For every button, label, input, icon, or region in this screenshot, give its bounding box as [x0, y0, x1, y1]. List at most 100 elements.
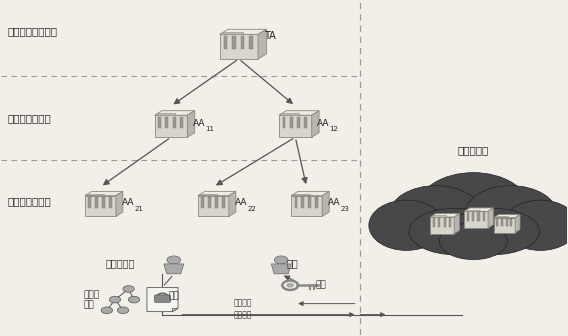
Circle shape [286, 283, 294, 288]
FancyBboxPatch shape [433, 218, 435, 227]
Text: 22: 22 [247, 206, 256, 212]
Polygon shape [154, 111, 195, 115]
Polygon shape [494, 215, 520, 218]
Text: 用户: 用户 [287, 258, 299, 268]
Ellipse shape [446, 208, 540, 255]
Text: AA: AA [122, 199, 134, 208]
Text: 11: 11 [205, 126, 214, 132]
Text: 访问策
略树: 访问策 略树 [83, 290, 99, 309]
Polygon shape [279, 115, 312, 137]
Polygon shape [454, 214, 460, 234]
Text: 上传密文: 上传密文 [233, 310, 252, 319]
FancyBboxPatch shape [483, 212, 485, 221]
Polygon shape [258, 29, 266, 59]
Ellipse shape [418, 173, 529, 242]
Polygon shape [279, 111, 319, 115]
Polygon shape [488, 208, 494, 228]
Circle shape [128, 296, 140, 303]
FancyBboxPatch shape [249, 36, 253, 49]
FancyBboxPatch shape [472, 212, 474, 221]
FancyBboxPatch shape [308, 197, 311, 208]
Polygon shape [229, 192, 236, 216]
FancyBboxPatch shape [241, 36, 244, 49]
Polygon shape [515, 215, 520, 233]
FancyBboxPatch shape [87, 194, 104, 195]
Text: 密钥: 密钥 [315, 281, 326, 290]
Ellipse shape [390, 186, 482, 244]
FancyBboxPatch shape [496, 216, 508, 217]
Polygon shape [312, 111, 319, 137]
FancyBboxPatch shape [467, 212, 469, 221]
Text: 第二层授权中心: 第二层授权中心 [7, 196, 51, 206]
Polygon shape [322, 192, 329, 216]
FancyBboxPatch shape [154, 295, 170, 302]
FancyBboxPatch shape [232, 36, 236, 49]
FancyBboxPatch shape [208, 197, 211, 208]
FancyBboxPatch shape [173, 117, 176, 128]
Polygon shape [147, 288, 178, 311]
FancyBboxPatch shape [290, 117, 293, 128]
FancyBboxPatch shape [496, 219, 498, 226]
Text: 云端服务器: 云端服务器 [458, 145, 489, 155]
Polygon shape [431, 214, 460, 217]
FancyBboxPatch shape [109, 197, 112, 208]
Circle shape [123, 286, 134, 292]
Text: 第一层授权中心: 第一层授权中心 [7, 113, 51, 123]
Polygon shape [220, 34, 258, 59]
Text: 23: 23 [341, 206, 349, 212]
Polygon shape [164, 264, 183, 274]
FancyBboxPatch shape [501, 219, 503, 226]
FancyBboxPatch shape [88, 197, 91, 208]
Circle shape [101, 307, 112, 313]
FancyBboxPatch shape [95, 197, 98, 208]
Polygon shape [220, 29, 266, 34]
Polygon shape [291, 192, 329, 196]
Text: AA: AA [235, 199, 247, 208]
Polygon shape [198, 196, 229, 216]
Polygon shape [272, 264, 291, 274]
Circle shape [118, 307, 129, 313]
Polygon shape [172, 308, 178, 311]
FancyBboxPatch shape [165, 117, 168, 128]
Text: 21: 21 [134, 206, 143, 212]
FancyBboxPatch shape [444, 218, 446, 227]
FancyBboxPatch shape [297, 117, 300, 128]
Text: 可信中央授权中心: 可信中央授权中心 [7, 27, 57, 36]
Text: 密文: 密文 [168, 292, 179, 301]
FancyBboxPatch shape [200, 194, 217, 195]
FancyBboxPatch shape [449, 218, 451, 227]
Text: 12: 12 [329, 126, 338, 132]
FancyBboxPatch shape [282, 117, 286, 128]
FancyBboxPatch shape [222, 197, 225, 208]
Text: 数据拥有者: 数据拥有者 [106, 258, 135, 268]
Circle shape [110, 296, 120, 303]
Ellipse shape [369, 200, 444, 250]
Polygon shape [431, 217, 454, 234]
FancyBboxPatch shape [222, 32, 243, 34]
Text: AA: AA [328, 199, 341, 208]
Ellipse shape [409, 208, 502, 255]
Circle shape [167, 256, 181, 264]
Text: TA: TA [264, 31, 276, 41]
FancyBboxPatch shape [506, 219, 508, 226]
FancyBboxPatch shape [466, 210, 479, 211]
FancyBboxPatch shape [315, 197, 318, 208]
FancyBboxPatch shape [157, 113, 175, 115]
Text: 下载密文: 下载密文 [233, 298, 252, 307]
FancyBboxPatch shape [438, 218, 440, 227]
FancyBboxPatch shape [158, 117, 161, 128]
Ellipse shape [503, 200, 568, 250]
Text: AA: AA [193, 119, 205, 128]
FancyBboxPatch shape [293, 194, 311, 195]
FancyBboxPatch shape [281, 113, 299, 115]
FancyBboxPatch shape [304, 117, 307, 128]
FancyBboxPatch shape [224, 36, 227, 49]
Polygon shape [154, 115, 187, 137]
Polygon shape [85, 192, 123, 196]
FancyBboxPatch shape [302, 197, 304, 208]
FancyBboxPatch shape [295, 197, 297, 208]
Polygon shape [187, 111, 195, 137]
Polygon shape [464, 208, 494, 211]
FancyBboxPatch shape [433, 215, 446, 217]
FancyBboxPatch shape [215, 197, 218, 208]
